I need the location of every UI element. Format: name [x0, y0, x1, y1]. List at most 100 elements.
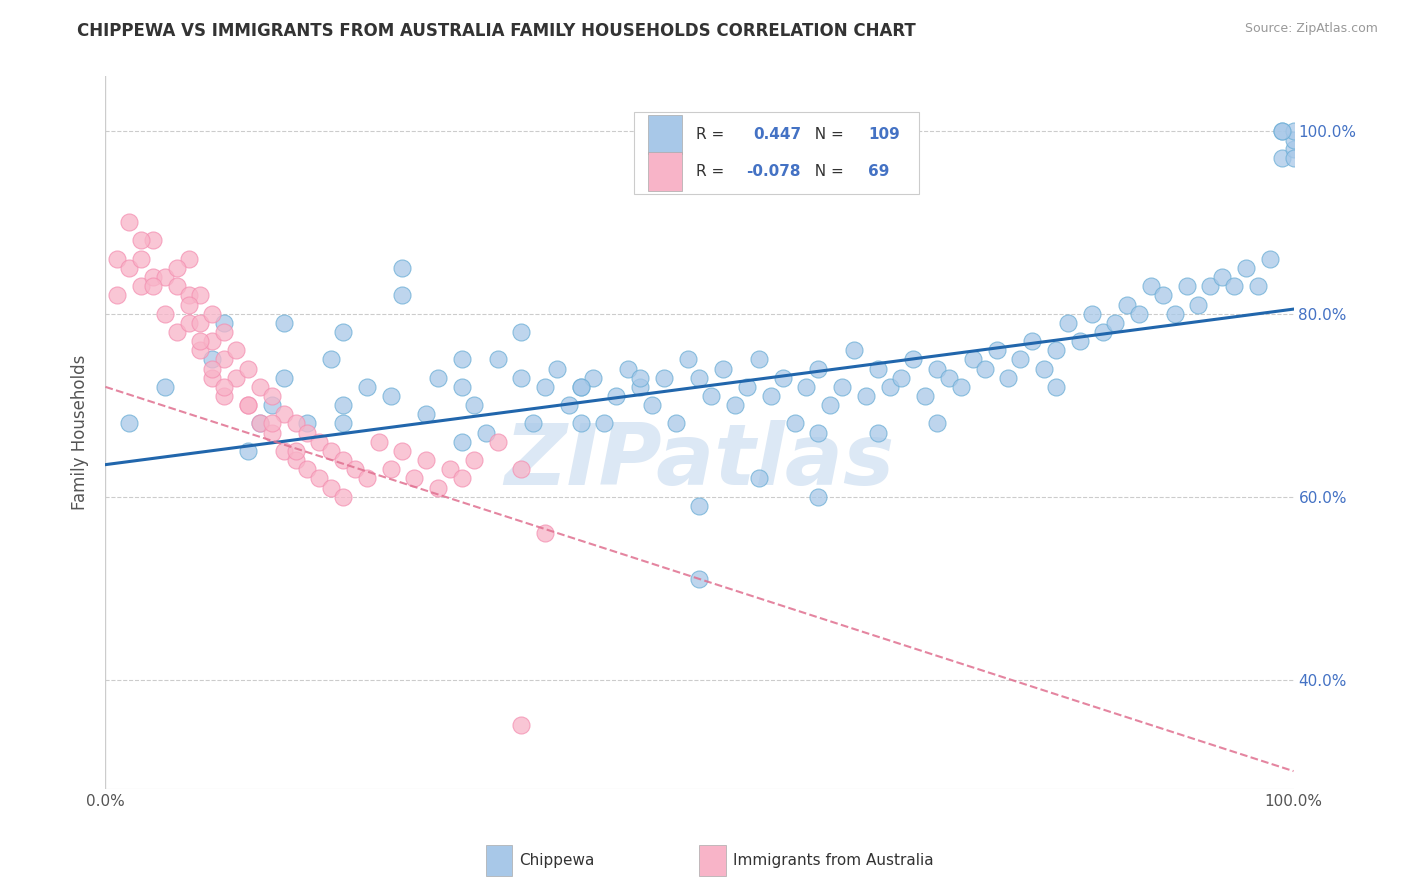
Point	[914, 389, 936, 403]
Point	[273, 407, 295, 421]
Point	[569, 417, 592, 431]
Point	[236, 398, 259, 412]
Point	[284, 417, 307, 431]
Point	[332, 325, 354, 339]
Point	[558, 398, 581, 412]
Point	[118, 260, 141, 275]
Point	[879, 380, 901, 394]
Point	[118, 215, 141, 229]
Point	[522, 417, 544, 431]
Point	[510, 462, 533, 476]
Text: Source: ZipAtlas.com: Source: ZipAtlas.com	[1244, 22, 1378, 36]
Point	[427, 481, 450, 495]
Point	[724, 398, 747, 412]
Point	[450, 471, 472, 485]
Point	[1128, 307, 1150, 321]
Point	[866, 361, 889, 376]
Point	[260, 389, 283, 403]
Point	[652, 370, 675, 384]
Point	[938, 370, 960, 384]
Point	[925, 361, 948, 376]
Point	[153, 380, 176, 394]
Point	[1152, 288, 1174, 302]
Point	[1282, 142, 1305, 156]
Point	[380, 462, 402, 476]
Point	[249, 417, 271, 431]
Point	[129, 279, 152, 293]
Point	[201, 361, 224, 376]
Point	[1116, 297, 1139, 311]
Point	[249, 417, 271, 431]
Point	[201, 334, 224, 348]
Point	[1092, 325, 1115, 339]
Point	[177, 297, 200, 311]
Point	[214, 380, 236, 394]
Point	[759, 389, 782, 403]
Point	[474, 425, 496, 440]
Text: 69: 69	[868, 164, 890, 179]
Point	[748, 471, 770, 485]
FancyBboxPatch shape	[648, 152, 682, 191]
Point	[142, 279, 165, 293]
Point	[225, 370, 247, 384]
Point	[617, 361, 640, 376]
Point	[201, 352, 224, 367]
Text: R =: R =	[696, 128, 730, 142]
Text: R =: R =	[696, 164, 730, 179]
Point	[1211, 270, 1233, 285]
Point	[1258, 252, 1281, 266]
Point	[534, 380, 557, 394]
Point	[1069, 334, 1091, 348]
Point	[1104, 316, 1126, 330]
Point	[177, 288, 200, 302]
Point	[1247, 279, 1270, 293]
Point	[391, 288, 413, 302]
Point	[1080, 307, 1102, 321]
Point	[284, 444, 307, 458]
Point	[166, 260, 188, 275]
Point	[166, 279, 188, 293]
Point	[569, 380, 592, 394]
Point	[1010, 352, 1032, 367]
Point	[1164, 307, 1187, 321]
Text: N =: N =	[806, 128, 849, 142]
Text: N =: N =	[806, 164, 849, 179]
Point	[273, 370, 295, 384]
Point	[343, 462, 366, 476]
Point	[807, 361, 830, 376]
Point	[415, 407, 437, 421]
Point	[1056, 316, 1078, 330]
Point	[321, 444, 343, 458]
Point	[284, 453, 307, 467]
Point	[260, 417, 283, 431]
Point	[177, 252, 200, 266]
Point	[153, 270, 176, 285]
Point	[190, 288, 212, 302]
Point	[321, 352, 343, 367]
Point	[903, 352, 925, 367]
Point	[260, 425, 283, 440]
Point	[973, 361, 995, 376]
Point	[463, 398, 485, 412]
Point	[236, 398, 259, 412]
Point	[735, 380, 758, 394]
Point	[831, 380, 853, 394]
Point	[439, 462, 461, 476]
Point	[1021, 334, 1043, 348]
Point	[249, 380, 271, 394]
Point	[225, 343, 247, 358]
Point	[689, 499, 711, 513]
Point	[214, 325, 236, 339]
Point	[118, 417, 141, 431]
Point	[332, 490, 354, 504]
Point	[842, 343, 865, 358]
Text: -0.078: -0.078	[745, 164, 800, 179]
Point	[689, 572, 711, 586]
Point	[866, 425, 889, 440]
Point	[367, 434, 389, 449]
Point	[214, 389, 236, 403]
Point	[593, 417, 616, 431]
Point	[581, 370, 603, 384]
Point	[783, 417, 806, 431]
Text: Chippewa: Chippewa	[519, 854, 595, 868]
